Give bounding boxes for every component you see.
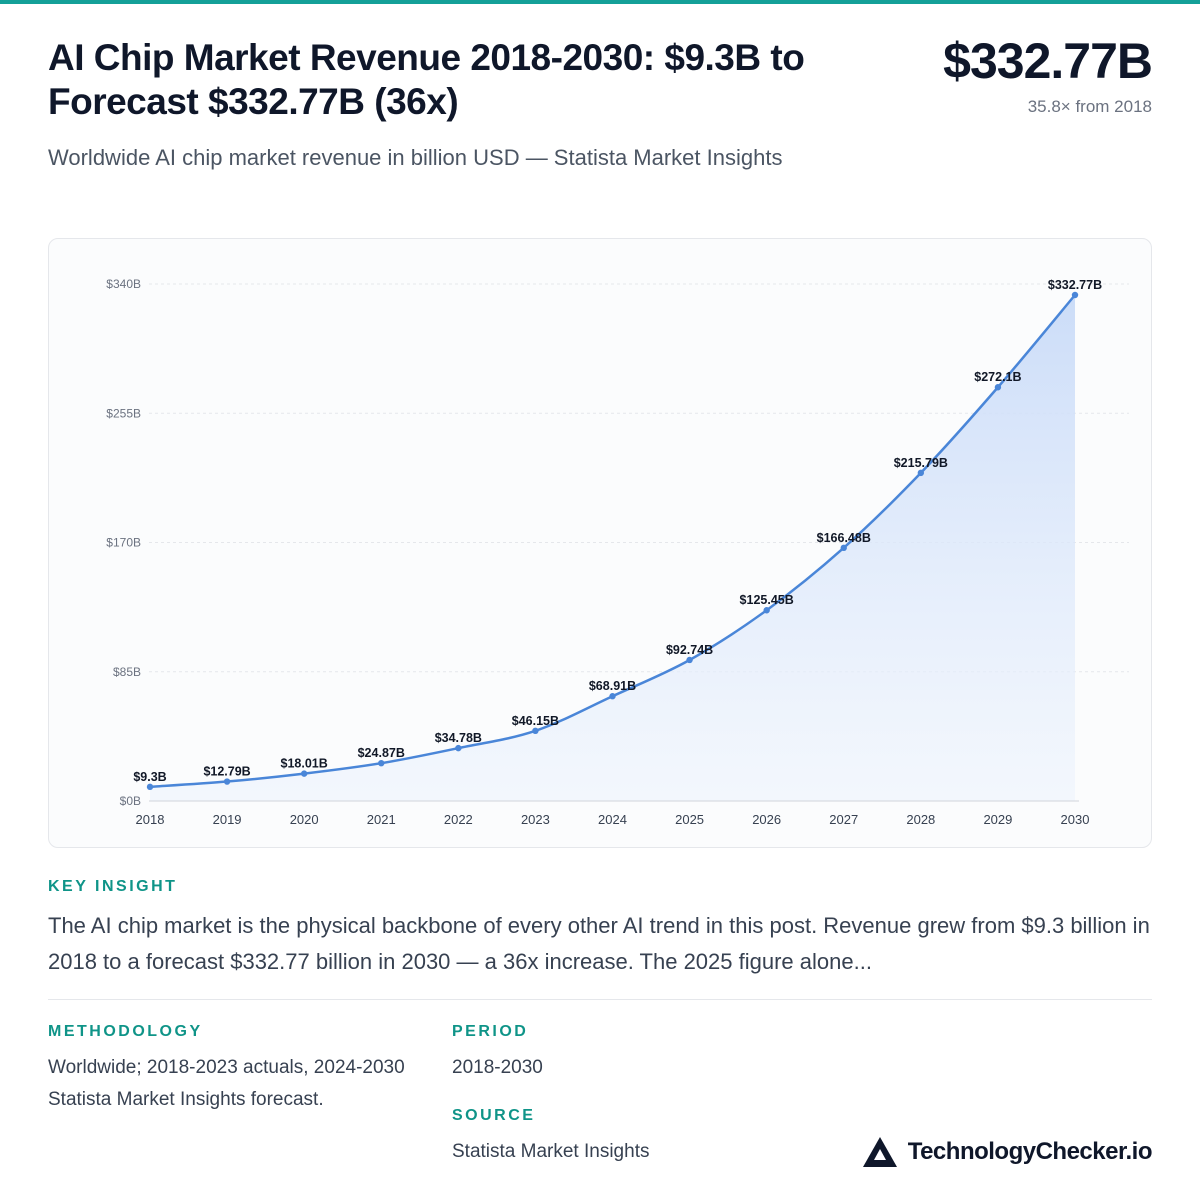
data-point [532,727,539,735]
data-point [146,783,154,791]
x-tick-label: 2025 [675,812,704,827]
brand-logo: TechnologyChecker.io [862,1136,1153,1168]
data-point [686,656,693,664]
data-label: $24.87B [358,746,405,760]
kpi-value: $332.77B [943,33,1153,89]
data-point [223,778,231,785]
x-tick-label: 2023 [521,812,550,827]
x-tick-label: 2018 [136,812,165,827]
section-divider [48,999,1152,1000]
y-tick-label: $340B [106,277,141,291]
x-tick-label: 2020 [290,812,319,827]
methodology-label: METHODOLOGY [48,1023,203,1040]
data-point [840,544,847,552]
period-label: PERIOD [452,1023,529,1040]
series-area [150,294,1075,801]
data-label: $18.01B [281,757,328,771]
y-tick-label: $0B [120,794,141,808]
source-text: Statista Market Insights [452,1141,650,1162]
data-label: $166.48B [817,531,871,545]
data-label: $34.78B [435,731,482,745]
data-point [378,759,385,767]
x-tick-label: 2019 [213,812,242,827]
top-accent-bar [0,0,1200,4]
key-insight-text: The AI chip market is the physical backb… [48,913,1150,974]
x-tick-label: 2022 [444,812,473,827]
area-chart: $9.3B $12.79B $18.01B $24.87B $34.78B $46.15B… [106,277,1129,827]
y-tick-label: $255B [106,406,141,420]
source-label: SOURCE [452,1107,536,1124]
period-text: 2018-2030 [452,1057,543,1078]
x-tick-label: 2024 [598,812,627,827]
x-tick-label: 2027 [829,812,858,827]
methodology-text: Worldwide; 2018-2023 actuals, 2024-2030 … [48,1057,405,1110]
data-label: $9.3B [133,770,166,784]
data-label: $12.79B [203,765,250,779]
data-label: $215.79B [894,456,948,470]
kpi-block: $332.77B 35.8× from 2018 [943,32,1153,120]
data-point [1071,291,1079,299]
x-tick-label: 2028 [906,812,935,827]
x-tick-label: 2030 [1061,812,1090,827]
y-tick-label: $85B [113,665,141,679]
data-label: $332.77B [1048,278,1102,292]
data-point [994,384,1002,391]
chart-card: $9.3B $12.79B $18.01B $24.87B $34.78B $46.15B… [48,238,1152,848]
page-title: AI Chip Market Revenue 2018-2030: $9.3B … [48,37,805,122]
series-line [149,294,1076,789]
x-tick-label: 2021 [367,812,396,827]
data-label: $92.74B [666,643,713,657]
data-point [917,469,925,477]
key-insight-label: KEY INSIGHT [48,878,178,895]
data-label: $68.91B [589,679,636,693]
data-point [609,693,616,700]
triangle-logo-icon [862,1137,897,1167]
data-label: $46.15B [512,714,559,728]
y-tick-label: $170B [106,536,141,550]
data-point [455,744,462,752]
data-label: $272.1B [974,370,1021,384]
x-tick-label: 2029 [983,812,1012,827]
data-label: $125.45B [740,593,794,607]
data-point [763,607,770,614]
x-tick-label: 2026 [752,812,781,827]
page-subtitle: Worldwide AI chip market revenue in bill… [48,145,783,170]
brand-name: TechnologyChecker.io [907,1138,1153,1165]
data-point [300,770,308,777]
kpi-note: 35.8× from 2018 [1027,97,1152,116]
